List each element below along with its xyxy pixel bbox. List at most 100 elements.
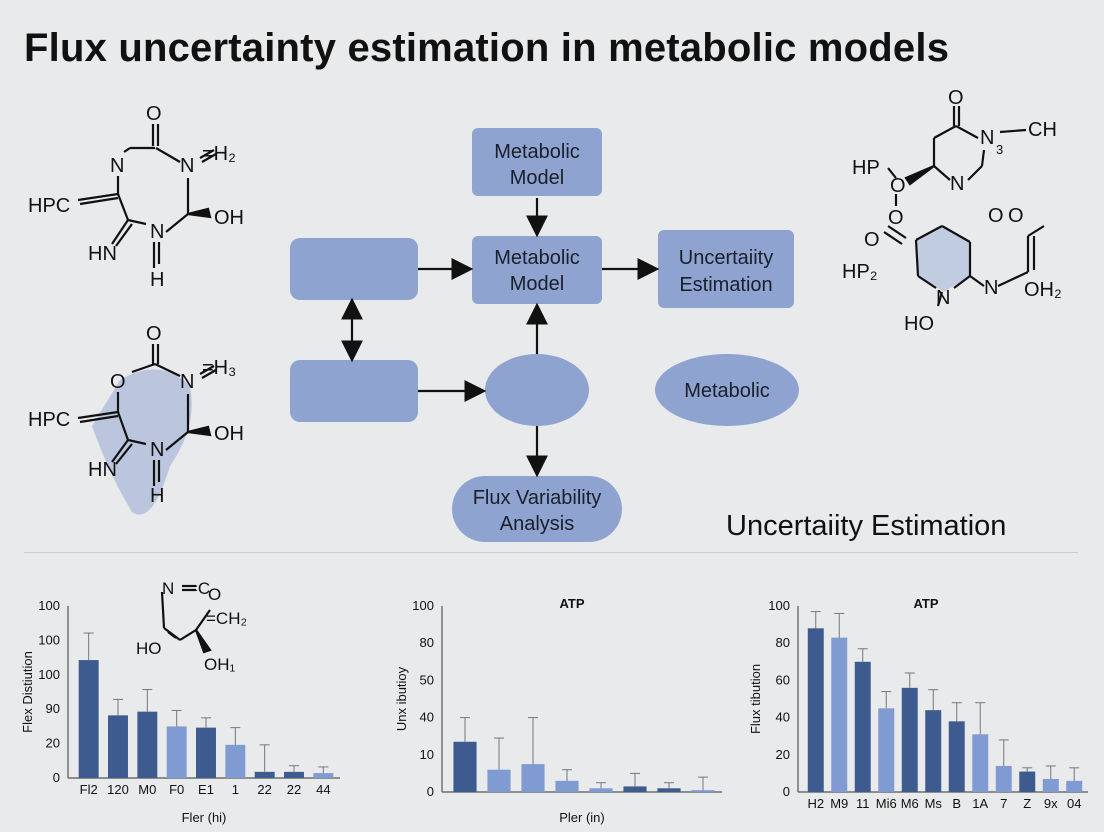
x-tick-label: 22 — [287, 782, 301, 797]
y-tick-label: 40 — [776, 710, 790, 725]
mol1-atom: O — [146, 103, 162, 125]
bar-chart-2: 0 10 40 50 80 100 ATP Unx ibutioy Pler (in) — [394, 596, 722, 825]
mol3-atom: O — [888, 207, 904, 229]
mol3-atom: N — [980, 127, 994, 149]
node-label: Uncertaiity — [679, 247, 773, 269]
chart-title: ATP — [913, 596, 938, 611]
mol1-atom: N — [180, 155, 194, 177]
mol4-atom: N — [162, 579, 174, 598]
y-tick-label: 20 — [46, 736, 60, 751]
node-label: Metabolic — [494, 247, 580, 269]
mol2-atom: HN — [88, 459, 117, 481]
bar — [925, 710, 942, 792]
y-tick-label: 80 — [420, 635, 434, 650]
bar — [901, 687, 918, 792]
node-label: Model — [510, 273, 564, 295]
mol3-atom: N — [984, 277, 998, 299]
section-subtitle: Uncertaiity Estimation — [726, 510, 1007, 542]
bar — [972, 734, 989, 792]
mol1-atom: H — [150, 269, 164, 291]
node-label: Metabolic — [684, 380, 770, 402]
page-title: Flux uncertainty estimation in metabolic… — [24, 26, 950, 70]
bar — [831, 637, 848, 792]
x-tick-label: E1 — [198, 782, 214, 797]
bar — [555, 780, 579, 792]
x-tick-label: Z — [1023, 796, 1031, 811]
x-tick-label: Fl2 — [80, 782, 98, 797]
x-tick-label: H2 — [807, 796, 824, 811]
molecule-structure-1: O N N =H₂ HPC OH HN N H — [28, 103, 244, 291]
bar — [196, 727, 216, 778]
mol3-atom: CH — [1028, 119, 1057, 141]
mol3-atom: N — [950, 173, 964, 195]
bar — [995, 765, 1012, 792]
mol4-atom: =C — [188, 579, 210, 598]
node-metabolic-ellipse: Metabolic — [655, 354, 799, 426]
bar — [589, 788, 613, 792]
chart-title: ATP — [559, 596, 584, 611]
bar — [453, 741, 477, 792]
node-blank-left-top — [290, 238, 418, 300]
x-tick-label: 1 — [232, 782, 239, 797]
y-axis-label: Flux tibution — [748, 664, 763, 734]
mol2-atom: N — [180, 371, 194, 393]
x-tick-label: M9 — [830, 796, 848, 811]
y-tick-label: 100 — [768, 598, 790, 613]
y-tick-label: 40 — [420, 710, 434, 725]
mol3-atom: O — [988, 205, 1004, 227]
mol1-atom: =H₂ — [202, 143, 236, 165]
node-label: Flux Variability — [473, 487, 602, 509]
y-tick-label: 0 — [783, 784, 790, 799]
x-tick-label: 11 — [856, 796, 870, 811]
bar — [313, 773, 334, 778]
bar — [1066, 780, 1083, 792]
bar — [225, 744, 246, 778]
y-tick-label: 100 — [38, 598, 60, 613]
x-tick-label: 04 — [1067, 796, 1081, 811]
node-label: Metabolic — [494, 141, 580, 163]
mol1-atom: HPC — [28, 195, 70, 217]
node-blank-ellipse — [485, 354, 589, 426]
mol2-atom: H — [150, 485, 164, 507]
bar — [623, 786, 647, 792]
bar — [807, 628, 824, 792]
mol2-atom: OH — [214, 423, 244, 445]
bar — [878, 708, 895, 792]
y-tick-label: 100 — [38, 667, 60, 682]
y-tick-label: 50 — [420, 672, 434, 687]
bar-chart-3: 0 20 40 60 80 100 ATP Flux tibution H2 M9 11 Mi6 M6 M… — [748, 596, 1088, 811]
mol2-atom: HPC — [28, 409, 70, 431]
y-tick-label: 90 — [46, 701, 60, 716]
mol3-atom: HP₂ — [842, 261, 878, 283]
node-label: Analysis — [500, 513, 574, 535]
node-metabolic-model-top: Metabolic Model — [472, 128, 602, 196]
y-axis-label: Flex Distiution — [20, 651, 35, 733]
mol2-atom: N — [150, 439, 164, 461]
bar — [657, 788, 681, 792]
mol3-atom: N — [936, 287, 950, 309]
bar — [691, 790, 715, 792]
mol1-atom: N — [110, 155, 124, 177]
mol4-atom: =CH₂ — [206, 609, 247, 628]
y-tick-label: 0 — [53, 770, 60, 785]
x-tick-label: 22 — [257, 782, 271, 797]
x-tick-label: Ms — [925, 796, 943, 811]
x-tick-label: 9x — [1044, 796, 1058, 811]
x-tick-label: F0 — [169, 782, 184, 797]
y-axis-label: Unx ibutioy — [394, 666, 409, 731]
mol4-atom: OH₁ — [204, 655, 236, 674]
bar — [854, 661, 871, 792]
bar — [166, 726, 187, 778]
y-tick-label: 100 — [412, 598, 434, 613]
bar — [521, 764, 545, 792]
node-uncertainty-estimation: Uncertaiity Estimation — [658, 230, 794, 308]
mol1-atom: OH — [214, 207, 244, 229]
node-metabolic-model-center: Metabolic Model — [472, 236, 602, 304]
mol3-atom: O — [864, 229, 880, 251]
bar — [948, 721, 965, 792]
bar — [78, 660, 99, 778]
bar — [254, 771, 275, 778]
bar — [137, 711, 158, 778]
